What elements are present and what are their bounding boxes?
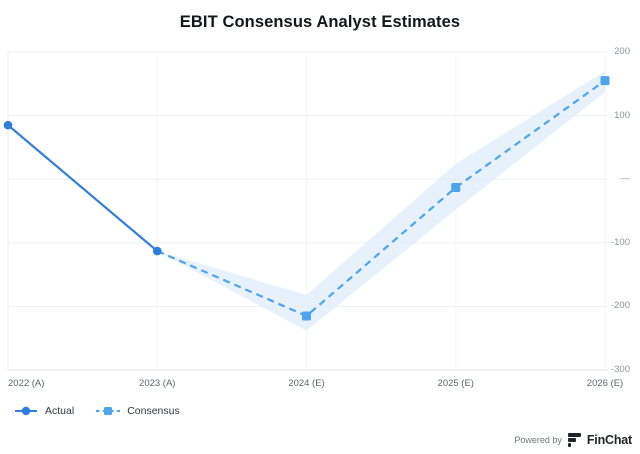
chart-title: EBIT Consensus Analyst Estimates	[179, 13, 461, 31]
finchat-logo-bar	[567, 443, 572, 447]
powered-by-label: Powered by	[514, 435, 562, 445]
finchat-brand-name[interactable]: FinChat	[586, 433, 632, 447]
y-axis-tick-label: 200	[614, 46, 630, 57]
legend-item-consensus[interactable]: Consensus	[96, 405, 180, 417]
x-axis-tick-label: 2024 (E)	[288, 378, 325, 389]
legend-item-actual[interactable]: Actual	[14, 405, 74, 417]
legend-label: Actual	[45, 405, 75, 417]
y-axis-tick-label: —	[620, 173, 631, 185]
legend-label: Consensus	[127, 405, 180, 417]
actual-line	[7, 124, 158, 252]
finchat-logo-bar	[567, 438, 577, 442]
y-axis-tick-label: -300	[610, 364, 630, 375]
x-axis-tick-label: 2022 (A)	[8, 378, 45, 389]
finchat-logo-icon	[567, 433, 581, 447]
y-axis-tick-label: -100	[610, 236, 630, 248]
actual-data-point[interactable]	[152, 246, 162, 256]
confidence-band	[157, 71, 605, 331]
y-axis-tick-label: 100	[614, 109, 630, 121]
x-axis-tick-label: 2025 (E)	[437, 378, 474, 389]
attribution-bar: Powered by FinChat	[514, 431, 632, 449]
consensus-data-point[interactable]	[451, 182, 461, 192]
consensus-marker-icon	[96, 407, 121, 415]
y-axis-tick-label: -200	[610, 300, 630, 312]
consensus-data-point[interactable]	[302, 311, 311, 321]
consensus-data-point[interactable]	[600, 76, 610, 86]
finchat-logo-bar	[567, 433, 581, 437]
x-axis-tick-label: 2026 (E)	[586, 378, 624, 389]
actual-marker-icon	[15, 406, 37, 416]
actual-data-point[interactable]	[3, 120, 13, 130]
chart-legend: Actual Consensus	[14, 403, 180, 419]
x-axis-tick-label: 2023 (A)	[139, 378, 176, 389]
